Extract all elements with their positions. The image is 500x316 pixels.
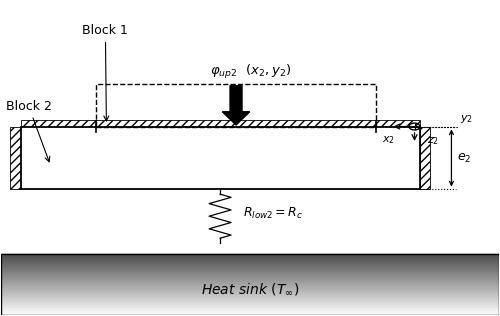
Bar: [0, 266, 500, 267]
Bar: [0, 311, 500, 312]
Bar: [0, 301, 500, 302]
Bar: [0, 298, 500, 299]
Bar: [0, 271, 500, 272]
Bar: [0, 309, 500, 310]
Bar: [0, 296, 500, 297]
Bar: [0, 281, 500, 282]
Bar: [0, 261, 500, 262]
Bar: [0, 280, 500, 281]
Bar: [0, 294, 500, 295]
Bar: [0, 293, 500, 294]
Text: Heat sink $(T_\infty)$: Heat sink $(T_\infty)$: [201, 282, 299, 297]
Bar: [0, 270, 500, 271]
Bar: [0, 299, 500, 300]
Text: Block 2: Block 2: [6, 100, 52, 162]
Bar: [0, 277, 500, 278]
Bar: [0, 254, 500, 255]
Bar: [0, 291, 500, 292]
Bar: [0, 297, 500, 298]
Bar: [0, 267, 500, 268]
Bar: [0, 286, 500, 287]
Bar: [0, 262, 500, 263]
Bar: [0, 302, 500, 303]
Bar: [0, 273, 500, 274]
Bar: [0, 314, 500, 315]
Bar: [0, 256, 500, 257]
Bar: [0, 287, 500, 288]
Bar: [0, 268, 500, 269]
Bar: [0, 307, 500, 308]
Bar: [0, 255, 500, 256]
Text: $y_2$: $y_2$: [460, 113, 473, 125]
Bar: [0, 259, 500, 260]
Text: $z_2$: $z_2$: [427, 135, 439, 147]
Bar: [0, 264, 500, 265]
Bar: [0, 258, 500, 259]
Bar: [20, 126, 419, 190]
Bar: [420, 126, 430, 190]
Bar: [0, 272, 500, 273]
Bar: [96, 84, 376, 126]
Bar: [0, 303, 500, 304]
Bar: [0, 312, 500, 313]
Bar: [0, 254, 500, 315]
Bar: [0, 289, 500, 290]
Bar: [0, 290, 500, 291]
FancyArrow shape: [222, 86, 250, 125]
Bar: [0, 305, 500, 306]
Bar: [10, 126, 20, 190]
Bar: [0, 260, 500, 261]
Bar: [0, 275, 500, 276]
Text: $\varphi_{up2}$  $(x_2, y_2)$: $\varphi_{up2}$ $(x_2, y_2)$: [210, 63, 292, 81]
Text: $x_2$: $x_2$: [382, 134, 394, 146]
Bar: [0, 282, 500, 283]
Bar: [0, 295, 500, 296]
Bar: [0, 304, 500, 305]
Bar: [0, 263, 500, 264]
Bar: [0, 313, 500, 314]
Bar: [0, 269, 500, 270]
Bar: [0, 300, 500, 301]
Bar: [0, 285, 500, 286]
Bar: [0, 265, 500, 266]
Bar: [0, 278, 500, 279]
Bar: [0, 292, 500, 293]
Text: $R_{low2}=R_c$: $R_{low2}=R_c$: [242, 205, 303, 221]
Bar: [0, 288, 500, 289]
Bar: [0, 284, 500, 285]
Bar: [20, 120, 419, 126]
Text: Block 1: Block 1: [82, 24, 128, 121]
Bar: [0, 257, 500, 258]
Bar: [0, 308, 500, 309]
Bar: [0, 279, 500, 280]
Bar: [0, 310, 500, 311]
Bar: [0, 283, 500, 284]
Bar: [0, 306, 500, 307]
Bar: [0, 276, 500, 277]
Bar: [0, 274, 500, 275]
Text: $e_2$: $e_2$: [458, 151, 471, 165]
